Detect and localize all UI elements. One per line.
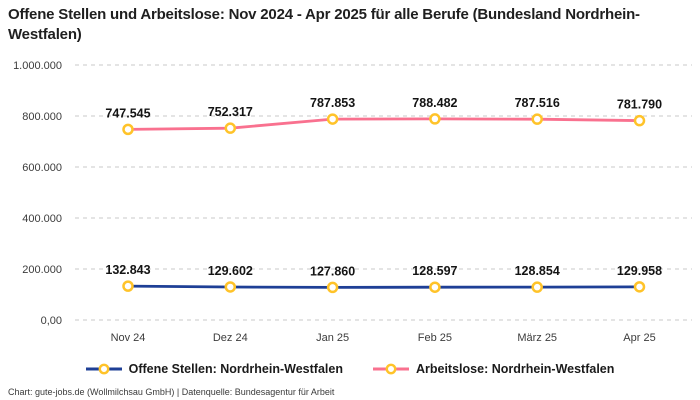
data-point-marker[interactable] [531, 281, 543, 293]
legend-label-arbeitslose: Arbeitslose: Nordrhein-Westfalen [415, 362, 615, 376]
data-point-label: 129.958 [617, 264, 662, 278]
data-point-marker[interactable] [122, 123, 134, 136]
data-point-label: 128.597 [412, 264, 457, 278]
data-point-marker[interactable] [429, 281, 441, 293]
y-axis-tick-label: 0,00 [41, 315, 62, 327]
x-axis-tick-label: Jan 25 [316, 332, 349, 344]
y-axis-tick-label: 800.000 [22, 111, 62, 123]
legend-label-offene-stellen: Offene Stellen: Nordrhein-Westfalen [128, 362, 343, 376]
chart-legend: Offene Stellen: Nordrhein-Westfalen Arbe… [0, 362, 700, 376]
x-axis-tick-label: Feb 25 [418, 332, 452, 344]
x-axis-tick-label: Nov 24 [111, 332, 146, 344]
data-point-marker[interactable] [224, 122, 237, 134]
legend-item-arbeitslose[interactable]: Arbeitslose: Nordrhein-Westfalen [372, 362, 615, 376]
data-point-label: 787.853 [310, 96, 355, 110]
y-axis-tick-label: 200.000 [22, 264, 62, 276]
x-axis-tick-label: Dez 24 [213, 332, 248, 344]
data-point-label: 127.860 [310, 264, 355, 278]
series-line-1 [126, 117, 641, 131]
data-point-marker[interactable] [531, 113, 543, 125]
data-point-marker[interactable] [633, 281, 646, 293]
legend-swatch-offene-stellen-icon [85, 363, 122, 375]
y-axis-tick-label: 400.000 [22, 213, 62, 225]
y-axis-tick-label: 600.000 [22, 162, 62, 174]
data-point-label: 781.790 [617, 98, 662, 112]
data-point-label: 129.602 [208, 264, 253, 278]
legend-swatch-arbeitslose-icon [372, 363, 409, 375]
data-point-marker[interactable] [633, 114, 646, 127]
data-point-label: 128.854 [515, 264, 560, 278]
x-axis-tick-label: Apr 25 [623, 332, 655, 344]
y-axis-tick-label: 1.000.000 [13, 60, 62, 72]
data-point-marker[interactable] [122, 280, 134, 292]
chart-attribution: Chart: gute-jobs.de (Wollmilchsau GmbH) … [8, 387, 335, 397]
data-point-marker[interactable] [224, 281, 237, 293]
chart-title: Offene Stellen und Arbeitslose: Nov 2024… [8, 6, 640, 43]
data-point-label: 132.843 [105, 263, 150, 277]
data-point-marker[interactable] [326, 281, 339, 294]
x-axis-tick-label: März 25 [517, 332, 557, 344]
data-point-label: 787.516 [515, 96, 560, 110]
data-point-label: 752.317 [208, 105, 253, 119]
data-point-marker[interactable] [429, 113, 441, 125]
data-point-label: 747.545 [105, 106, 150, 120]
data-point-label: 788.482 [412, 96, 457, 110]
data-point-marker[interactable] [326, 113, 339, 125]
legend-item-offene-stellen[interactable]: Offene Stellen: Nordrhein-Westfalen [85, 362, 343, 376]
series-line-0 [126, 284, 641, 289]
